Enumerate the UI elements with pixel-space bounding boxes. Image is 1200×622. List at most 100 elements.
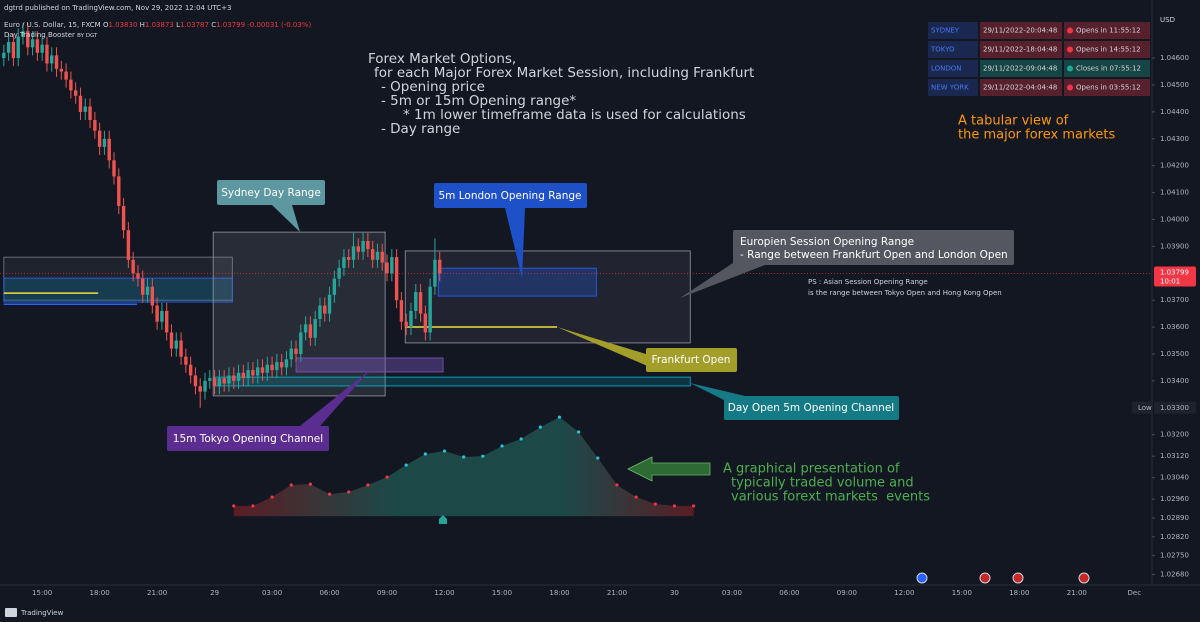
ps-note: PS : Asian Session Opening Range	[808, 278, 928, 286]
options-line: Forex Market Options,	[368, 51, 516, 67]
candle-body	[50, 55, 54, 64]
candle-body	[45, 44, 49, 64]
table-cell	[928, 22, 978, 39]
x-tick-label: 15:00	[952, 589, 972, 597]
event-icon[interactable]	[1078, 572, 1090, 584]
candle-body	[35, 39, 40, 53]
indicator: Day Trading Booster	[4, 31, 75, 39]
ps-note: is the range between Tokyo Open and Hong…	[808, 289, 1002, 297]
candle-body	[366, 240, 370, 250]
event-icon[interactable]	[916, 572, 928, 584]
table-text: Opens in 14:55:12	[1076, 46, 1141, 54]
symbol-line: Euro / U.S. Dollar, 15, FXCM O1.03830 H1…	[4, 21, 311, 29]
candle-body	[347, 257, 351, 260]
x-tick-label: 12:00	[434, 589, 454, 597]
profile-point	[251, 504, 255, 508]
table-text: Opens in 03:55:12	[1076, 84, 1141, 92]
profile-point	[615, 483, 619, 487]
profile-area	[233, 417, 694, 517]
candle-body	[284, 359, 289, 368]
candle-body	[351, 246, 356, 260]
candle-body	[390, 257, 394, 274]
candle-body	[184, 356, 188, 365]
candle-body	[59, 68, 64, 72]
ohlc-key: H	[140, 21, 145, 29]
green-arrow	[627, 456, 711, 482]
candle-body	[303, 324, 308, 333]
table-cell	[928, 60, 978, 77]
profile-point	[557, 415, 562, 419]
candle-body	[150, 286, 155, 306]
candle-body	[69, 79, 73, 91]
y-tick-label: 1.03200	[1160, 431, 1189, 439]
candle-body	[93, 119, 97, 131]
candle-body	[169, 332, 174, 349]
candle-body	[54, 55, 59, 69]
candle-body	[433, 259, 437, 287]
candle-body	[26, 31, 30, 48]
event-icon[interactable]	[1012, 572, 1024, 584]
y-tick-label: 1.04400	[1160, 108, 1189, 116]
callout-pointer	[690, 383, 745, 400]
status-dot	[1067, 46, 1073, 53]
x-tick-label: 06:00	[319, 589, 339, 597]
candle-body	[342, 257, 346, 268]
indicator-line: Day Trading Booster BY DGT	[4, 31, 98, 39]
candle-body	[409, 310, 413, 328]
table-text: Opens in 11:55:12	[1076, 27, 1141, 35]
callout-frankfurt: Frankfurt Open	[652, 354, 731, 366]
x-tick-label: 29	[210, 589, 219, 597]
callout-pointer	[272, 205, 300, 232]
profile-point	[347, 490, 351, 494]
candle-body	[414, 292, 418, 311]
profile-point	[596, 456, 600, 460]
candle-body	[279, 362, 284, 368]
event-icon[interactable]	[979, 572, 991, 584]
profile-point	[385, 475, 389, 479]
graphical-note: various forext markets events	[731, 490, 930, 505]
candle-body	[232, 375, 236, 381]
profile-point	[442, 449, 447, 453]
y-tick-label: 1.03400	[1160, 377, 1189, 385]
callout-box	[724, 396, 899, 420]
profile-point	[481, 454, 485, 458]
candle-body	[260, 367, 265, 373]
candle-body	[78, 95, 83, 112]
change: -0.00031 (-0.03%)	[247, 21, 311, 29]
callout-europe: Europien Session Opening Range	[740, 236, 914, 248]
candle-body	[88, 106, 92, 120]
plot-area	[0, 23, 1152, 517]
candle-body	[83, 106, 87, 112]
x-tick-label: 15:00	[32, 589, 52, 597]
candle-body	[203, 380, 207, 392]
candle-body	[145, 286, 150, 295]
candle-body	[117, 176, 121, 207]
candle-body	[380, 251, 384, 263]
candle-body	[299, 332, 303, 354]
y-tick-label: 1.04000	[1160, 215, 1189, 223]
candle-body	[160, 310, 164, 322]
options-line: for each Major Forex Market Session, inc…	[374, 65, 754, 81]
profile-point	[404, 463, 408, 467]
candle-body	[136, 273, 140, 279]
candle-body	[222, 378, 226, 384]
x-tick-label: 15:00	[492, 589, 512, 597]
y-tick-label: 1.02750	[1160, 552, 1189, 560]
x-tick-label: 21:00	[1067, 589, 1087, 597]
candle-body	[64, 71, 68, 80]
candle-body	[251, 370, 255, 376]
candle-body	[323, 305, 327, 314]
candle-body	[275, 362, 279, 371]
ohlc-key: O	[103, 21, 109, 29]
candle-body	[265, 364, 269, 373]
ohlc-value: 1.03799	[216, 21, 245, 29]
candle-body	[361, 240, 365, 252]
y-tick-label: 1.02820	[1160, 533, 1189, 541]
status-dot	[1067, 84, 1073, 91]
callout-box	[733, 230, 1014, 265]
candle-body	[375, 251, 380, 260]
status-dot	[1067, 27, 1073, 34]
candle-body	[97, 130, 102, 147]
callout-pointer	[300, 370, 370, 426]
